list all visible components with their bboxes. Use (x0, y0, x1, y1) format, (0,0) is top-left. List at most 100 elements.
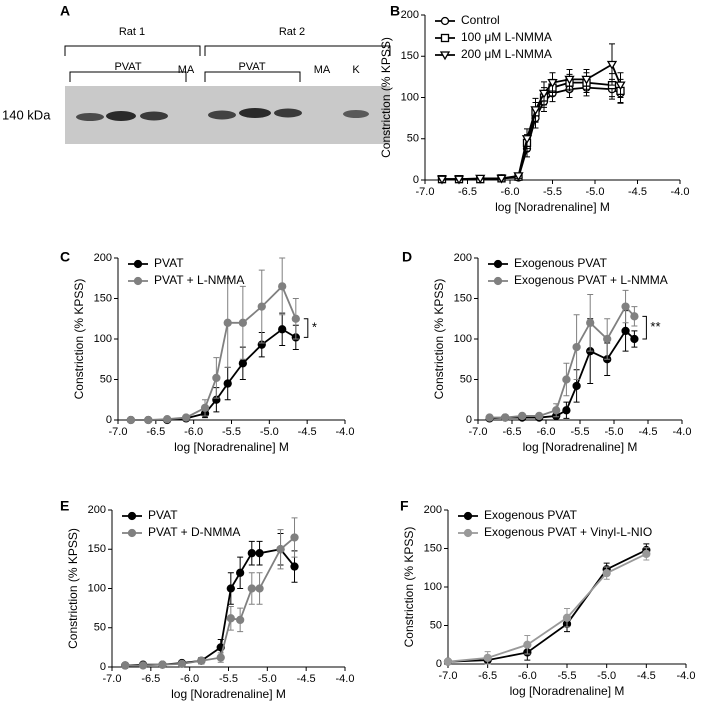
y-tick-label: 0 (413, 174, 419, 186)
legend-marker (440, 16, 450, 26)
y-tick-label: 200 (94, 252, 112, 264)
point (562, 375, 571, 384)
group-label: Rat 2 (279, 26, 305, 38)
y-axis-label: Constriction (% KPSS) (432, 279, 446, 400)
lane-label: K (352, 64, 360, 76)
x-tick-label: -6.5 (141, 673, 160, 685)
legend-label: PVAT + L-NMMA (154, 273, 244, 287)
point (521, 135, 533, 145)
panel: E 0 50 100 150 200 -7.0 -6.5 -6.0 -5.5 -5.0 -4.5 -4.… (60, 498, 354, 701)
y-tick-label: 200 (88, 504, 106, 516)
legend-label: PVAT (148, 508, 178, 522)
y-tick-label: 0 (100, 661, 106, 673)
x-tick-label: -6.5 (503, 426, 522, 438)
x-tick-label: -6.0 (184, 426, 203, 438)
panel: C 0 50 100 150 200 -7.0 -6.5 -6.0 -5.5 -5.0 -4.5 -4.… (60, 249, 354, 454)
y-tick-label: 100 (454, 333, 472, 345)
legend-label: Exogenous PVAT (514, 256, 608, 270)
curve (125, 536, 296, 667)
legend-marker (463, 511, 473, 521)
y-tick-label: 150 (424, 542, 442, 554)
x-tick-label: -4.5 (637, 670, 656, 682)
point (642, 549, 651, 559)
panel-label: C (60, 249, 70, 265)
x-tick-label: -7.0 (103, 673, 122, 685)
point (216, 653, 225, 662)
x-axis-label: log [Noradrenaline] M (495, 200, 610, 214)
point (483, 653, 492, 662)
curve (489, 329, 636, 420)
curve (447, 549, 647, 663)
legend-label: Exogenous PVAT + Vinyl-L-NIO (484, 525, 652, 539)
legend-label: PVAT + D-NMMA (148, 525, 240, 539)
y-tick-label: 200 (424, 504, 442, 516)
point (247, 549, 256, 558)
y-axis-label: Constriction (% KPSS) (402, 527, 416, 648)
legend-marker (439, 51, 451, 61)
legend-marker (463, 528, 473, 538)
y-tick-label: 100 (88, 582, 106, 594)
point (603, 334, 612, 344)
legend-marker (127, 528, 137, 538)
point (547, 79, 558, 88)
x-tick-label: -4.0 (673, 426, 692, 438)
panel-label: F (400, 498, 409, 514)
y-tick-label: 50 (430, 619, 442, 631)
group-label: Rat 1 (119, 26, 145, 38)
point (197, 656, 206, 665)
panel: D 0 50 100 150 200 -7.0 -6.5 -6.0 -5.5 -5.0 -4.5 -4.… (402, 249, 691, 454)
y-tick-label: 150 (401, 50, 419, 62)
y-tick-label: 50 (460, 373, 472, 385)
x-axis-label: log [Noradrenaline] M (523, 440, 638, 454)
legend-label: Exogenous PVAT (484, 508, 578, 522)
y-tick-label: 200 (401, 9, 419, 21)
legend-marker (493, 259, 503, 269)
point (581, 75, 592, 85)
x-tick-label: -5.0 (586, 186, 605, 198)
point (615, 81, 626, 91)
x-tick-label: -4.0 (677, 670, 696, 682)
point (538, 89, 550, 99)
lane-label: PVAT (238, 61, 265, 73)
y-tick-label: 50 (94, 622, 106, 634)
legend-marker (133, 259, 143, 269)
y-tick-label: 50 (100, 373, 112, 385)
point (621, 326, 630, 336)
legend-marker (440, 33, 450, 43)
y-tick-label: 100 (401, 91, 419, 103)
point (530, 106, 541, 116)
x-axis-label: log [Noradrenaline] M (174, 440, 289, 454)
x-tick-label: -6.5 (458, 186, 477, 198)
panel-label: A (60, 3, 70, 19)
x-tick-label: -5.0 (260, 426, 279, 438)
point (535, 411, 544, 421)
x-tick-label: -7.0 (109, 426, 128, 438)
point (586, 318, 595, 327)
size-marker: 140 kDa (2, 107, 51, 122)
x-tick-label: -5.0 (597, 670, 616, 682)
point (121, 661, 130, 670)
point (518, 411, 527, 421)
x-tick-label: -6.0 (180, 673, 199, 685)
point (158, 660, 167, 669)
curve (442, 86, 621, 181)
panel: F 0 50 100 150 200 -7.0 -6.5 -6.0 -5.5 -5.0 -4.5 -4.… (400, 498, 695, 698)
x-tick-label: -7.0 (439, 670, 458, 682)
x-tick-label: -4.5 (297, 673, 316, 685)
x-axis-label: log [Noradrenaline] M (171, 687, 286, 701)
point (223, 379, 232, 388)
y-tick-label: 0 (106, 414, 112, 426)
x-tick-label: -6.0 (501, 186, 520, 198)
point (562, 406, 571, 415)
y-tick-label: 200 (454, 252, 472, 264)
point (562, 613, 572, 622)
point (606, 60, 618, 70)
x-tick-label: -5.5 (558, 670, 577, 682)
x-tick-label: -7.0 (469, 426, 488, 438)
point (290, 562, 299, 571)
lane-label: MA (178, 64, 195, 76)
point (523, 640, 532, 649)
point (200, 403, 210, 413)
